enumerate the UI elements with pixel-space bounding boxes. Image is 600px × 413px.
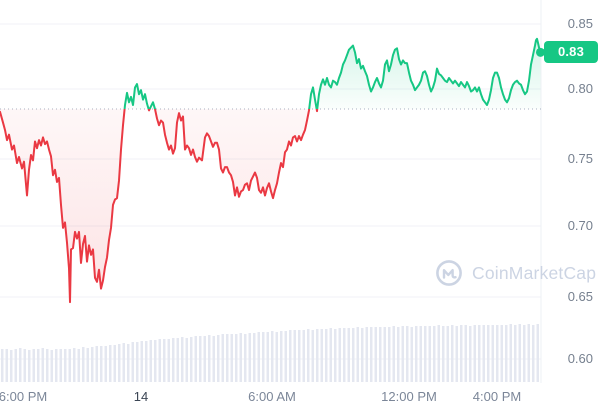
- coinmarketcap-logo-icon: [436, 260, 462, 286]
- y-axis-tick-label: 0.70: [567, 218, 593, 233]
- y-axis-tick-label: 0.85: [567, 16, 593, 31]
- volume-bars: [1, 324, 539, 382]
- x-axis-tick-label: 6:00 PM: [0, 389, 48, 404]
- x-axis-tick-label: 14: [133, 389, 149, 404]
- y-axis-tick-label: 0.65: [567, 289, 593, 304]
- last-price-dot: [536, 47, 545, 57]
- price-line: [0, 37, 542, 304]
- coinmarketcap-watermark[interactable]: CoinMarketCap: [434, 258, 596, 288]
- y-axis-tick-label: 0.80: [567, 81, 593, 96]
- y-axis-tick-label: 0.60: [567, 351, 593, 366]
- x-axis-tick-label: 12:00 PM: [381, 389, 437, 404]
- y-axis-tick-label: 0.75: [567, 151, 593, 166]
- x-axis-tick-label: 6:00 AM: [248, 389, 296, 404]
- x-axis-tick-label: 4:00 PM: [472, 389, 522, 404]
- watermark-text: CoinMarketCap: [472, 262, 597, 283]
- current-price-badge: 0.83: [544, 41, 598, 63]
